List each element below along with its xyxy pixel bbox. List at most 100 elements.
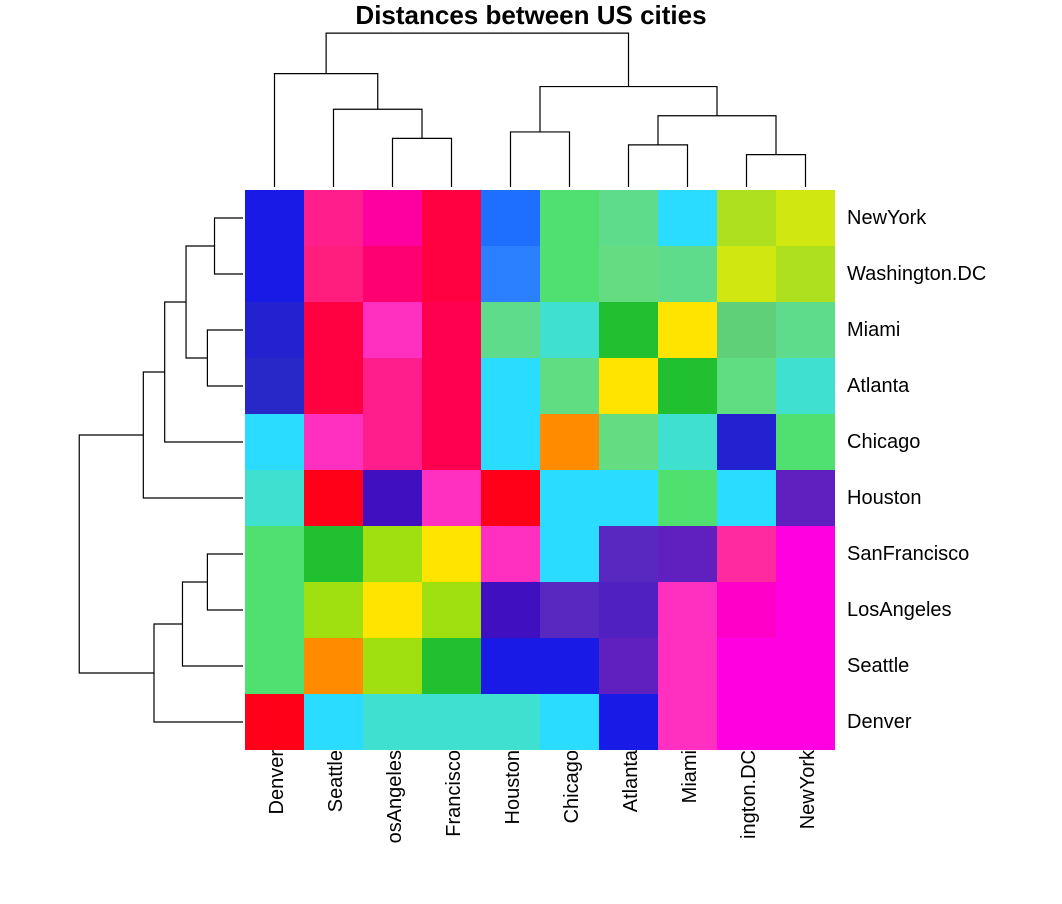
column-label: Houston xyxy=(502,750,525,890)
column-label: NewYork xyxy=(797,750,820,890)
heatmap-cell xyxy=(776,638,835,694)
column-label: Denver xyxy=(266,750,289,890)
heatmap-cell xyxy=(422,638,481,694)
heatmap-cell xyxy=(245,638,304,694)
heatmap-cell xyxy=(599,526,658,582)
column-label: Seattle xyxy=(325,750,348,890)
column-label: Miami xyxy=(679,750,702,890)
heatmap-cell xyxy=(776,414,835,470)
heatmap-cell xyxy=(717,526,776,582)
heatmap-cell xyxy=(481,470,540,526)
row-label: LosAngeles xyxy=(835,582,986,638)
heatmap-cell xyxy=(658,638,717,694)
heatmap-cell xyxy=(658,358,717,414)
heatmap-cell xyxy=(422,414,481,470)
heatmap-cell xyxy=(245,358,304,414)
heatmap-cell xyxy=(481,302,540,358)
heatmap-cell xyxy=(658,526,717,582)
column-dendrogram xyxy=(245,25,835,187)
heatmap-cell xyxy=(717,358,776,414)
heatmap-cell xyxy=(540,246,599,302)
column-label: Chicago xyxy=(561,750,584,890)
heatmap-cell xyxy=(776,358,835,414)
heatmap-cell xyxy=(245,582,304,638)
heatmap-cell xyxy=(245,246,304,302)
row-label: Denver xyxy=(835,694,986,750)
heatmap-cell xyxy=(776,470,835,526)
heatmap-cell xyxy=(717,414,776,470)
row-label: NewYork xyxy=(835,190,986,246)
heatmap-cell xyxy=(304,246,363,302)
heatmap-cell xyxy=(776,526,835,582)
heatmap-cell xyxy=(363,190,422,246)
heatmap-cell xyxy=(363,246,422,302)
heatmap-cell xyxy=(481,638,540,694)
heatmap-cell xyxy=(540,582,599,638)
row-labels: NewYorkWashington.DCMiamiAtlantaChicagoH… xyxy=(835,190,986,750)
heatmap-cell xyxy=(540,358,599,414)
heatmap-cell xyxy=(658,470,717,526)
heatmap-cell xyxy=(363,694,422,750)
heatmap-cell xyxy=(481,246,540,302)
heatmap-cell xyxy=(245,302,304,358)
heatmap-cell xyxy=(540,470,599,526)
heatmap-cell xyxy=(658,302,717,358)
heatmap-cell xyxy=(245,694,304,750)
heatmap-cell xyxy=(363,302,422,358)
heatmap-cell xyxy=(245,526,304,582)
heatmap-cell xyxy=(540,302,599,358)
row-label: Seattle xyxy=(835,638,986,694)
heatmap-cell xyxy=(304,470,363,526)
row-dendrogram xyxy=(65,190,243,750)
heatmap-cell xyxy=(540,638,599,694)
row-label: SanFrancisco xyxy=(835,526,986,582)
heatmap-cell xyxy=(481,190,540,246)
heatmap-cell xyxy=(304,302,363,358)
heatmap-cell xyxy=(245,190,304,246)
heatmap-cell xyxy=(717,694,776,750)
heatmap-cell xyxy=(776,246,835,302)
heatmap-cell xyxy=(304,526,363,582)
heatmap-cell xyxy=(717,190,776,246)
row-label: Atlanta xyxy=(835,358,986,414)
column-labels: DenverSeattleosAngelesFranciscoHoustonCh… xyxy=(245,750,835,890)
heatmap-cell xyxy=(422,302,481,358)
heatmap-cell xyxy=(717,302,776,358)
heatmap-cell xyxy=(658,582,717,638)
heatmap-cell xyxy=(304,358,363,414)
heatmap-cell xyxy=(540,694,599,750)
heatmap-figure: Distances between US cities NewYorkWashi… xyxy=(0,0,1062,904)
heatmap-cell xyxy=(245,414,304,470)
heatmap-cell xyxy=(304,190,363,246)
heatmap-cell xyxy=(717,246,776,302)
heatmap-cell xyxy=(540,190,599,246)
heatmap-cell xyxy=(599,638,658,694)
heatmap-cell xyxy=(422,470,481,526)
heatmap-cell xyxy=(599,414,658,470)
heatmap-cell xyxy=(717,638,776,694)
heatmap-cell xyxy=(776,190,835,246)
heatmap-cell xyxy=(776,302,835,358)
heatmap-cell xyxy=(363,582,422,638)
heatmap-cell xyxy=(599,358,658,414)
heatmap-cell xyxy=(599,582,658,638)
heatmap-cell xyxy=(658,414,717,470)
heatmap-cell xyxy=(658,694,717,750)
heatmap-cell xyxy=(599,470,658,526)
heatmap-cell xyxy=(363,526,422,582)
heatmap-cell xyxy=(599,190,658,246)
row-label: Washington.DC xyxy=(835,246,986,302)
heatmap-cell xyxy=(363,638,422,694)
heatmap-cell xyxy=(717,470,776,526)
row-label: Houston xyxy=(835,470,986,526)
heatmap-cell xyxy=(304,694,363,750)
column-label: ington.DC xyxy=(738,750,761,890)
heatmap-cell xyxy=(481,358,540,414)
heatmap-cell xyxy=(363,414,422,470)
heatmap-cell xyxy=(717,582,776,638)
heatmap-cell xyxy=(481,694,540,750)
heatmap-cell xyxy=(540,526,599,582)
heatmap-cell xyxy=(422,582,481,638)
heatmap-cell xyxy=(363,358,422,414)
heatmap-cell xyxy=(422,190,481,246)
